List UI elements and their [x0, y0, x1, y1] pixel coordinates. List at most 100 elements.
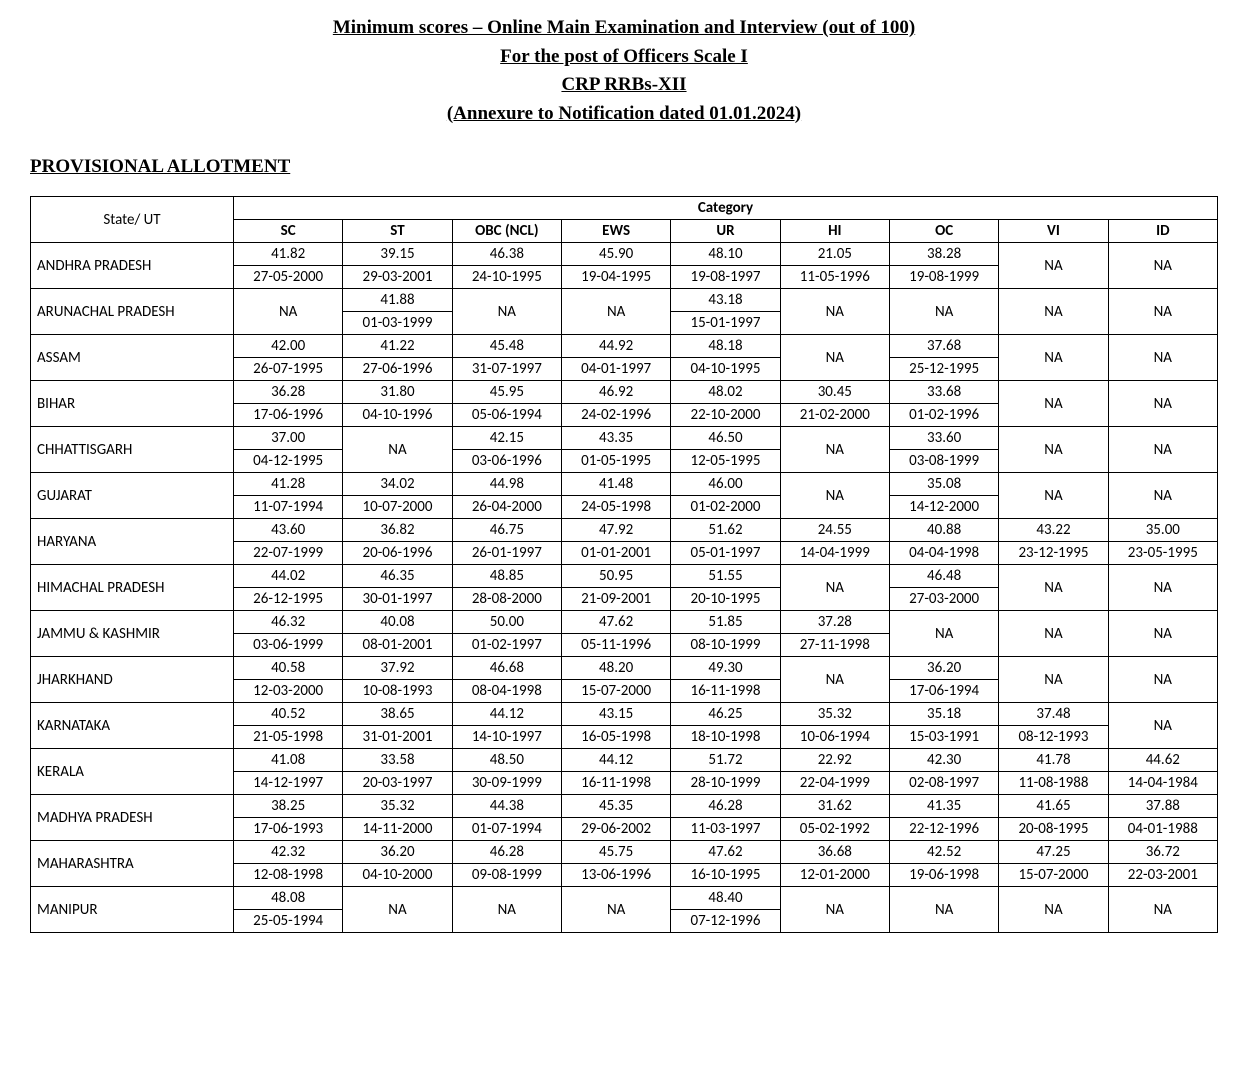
score-cell: 37.28 [780, 611, 889, 634]
score-cell: 47.25 [999, 841, 1108, 864]
score-cell: 51.72 [671, 749, 780, 772]
date-cell: 29-03-2001 [343, 266, 452, 289]
date-cell: 04-04-1998 [889, 542, 998, 565]
state-cell: CHHATTISGARH [31, 427, 234, 473]
date-cell: 14-04-1984 [1108, 772, 1217, 795]
date-cell: 20-10-1995 [671, 588, 780, 611]
score-cell: 35.08 [889, 473, 998, 496]
score-cell: 46.25 [671, 703, 780, 726]
na-cell: NA [999, 335, 1108, 381]
date-cell: 04-10-1995 [671, 358, 780, 381]
na-cell: NA [999, 611, 1108, 657]
date-cell: 20-03-1997 [343, 772, 452, 795]
score-cell: 44.12 [452, 703, 561, 726]
date-cell: 02-08-1997 [889, 772, 998, 795]
na-cell: NA [780, 565, 889, 611]
na-cell: NA [999, 565, 1108, 611]
na-cell: NA [1108, 611, 1217, 657]
score-cell: 46.50 [671, 427, 780, 450]
na-cell: NA [780, 335, 889, 381]
score-cell: 43.22 [999, 519, 1108, 542]
score-cell: 46.92 [561, 381, 670, 404]
score-cell: 44.12 [561, 749, 670, 772]
group-header: Category [234, 197, 1218, 220]
na-cell: NA [234, 289, 343, 335]
score-cell: 37.88 [1108, 795, 1217, 818]
score-cell: 41.65 [999, 795, 1108, 818]
score-cell: 40.08 [343, 611, 452, 634]
section-heading: PROVISIONAL ALLOTMENT [30, 156, 1218, 178]
date-cell: 22-03-2001 [1108, 864, 1217, 887]
date-cell: 10-06-1994 [780, 726, 889, 749]
score-cell: 46.38 [452, 243, 561, 266]
score-cell: 44.98 [452, 473, 561, 496]
na-cell: NA [780, 427, 889, 473]
date-cell: 03-08-1999 [889, 450, 998, 473]
na-cell: NA [1108, 565, 1217, 611]
score-cell: 35.32 [343, 795, 452, 818]
na-cell: NA [999, 381, 1108, 427]
score-cell: 46.00 [671, 473, 780, 496]
date-cell: 19-08-1999 [889, 266, 998, 289]
date-cell: 27-05-2000 [234, 266, 343, 289]
score-cell: 36.68 [780, 841, 889, 864]
table-row: GUJARAT41.2834.0244.9841.4846.00NA35.08N… [31, 473, 1218, 496]
score-cell: 38.65 [343, 703, 452, 726]
date-cell: 01-01-2001 [561, 542, 670, 565]
date-cell: 26-12-1995 [234, 588, 343, 611]
table-row: MAHARASHTRA42.3236.2046.2845.7547.6236.6… [31, 841, 1218, 864]
date-cell: 16-10-1995 [671, 864, 780, 887]
table-row: HARYANA43.6036.8246.7547.9251.6224.5540.… [31, 519, 1218, 542]
score-cell: 41.82 [234, 243, 343, 266]
date-cell: 27-06-1996 [343, 358, 452, 381]
na-cell: NA [1108, 657, 1217, 703]
na-cell: NA [889, 289, 998, 335]
score-cell: 51.85 [671, 611, 780, 634]
date-cell: 26-07-1995 [234, 358, 343, 381]
score-cell: 21.05 [780, 243, 889, 266]
date-cell: 22-04-1999 [780, 772, 889, 795]
date-cell: 10-08-1993 [343, 680, 452, 703]
date-cell: 05-02-1992 [780, 818, 889, 841]
date-cell: 04-10-2000 [343, 864, 452, 887]
state-cell: MANIPUR [31, 887, 234, 933]
date-cell: 11-08-1988 [999, 772, 1108, 795]
na-cell: NA [999, 657, 1108, 703]
na-cell: NA [561, 887, 670, 933]
score-cell: 36.20 [343, 841, 452, 864]
score-cell: 48.85 [452, 565, 561, 588]
date-cell: 21-09-2001 [561, 588, 670, 611]
date-cell: 19-08-1997 [671, 266, 780, 289]
date-cell: 30-09-1999 [452, 772, 561, 795]
na-cell: NA [889, 887, 998, 933]
na-cell: NA [999, 427, 1108, 473]
na-cell: NA [780, 657, 889, 703]
date-cell: 19-04-1995 [561, 266, 670, 289]
na-cell: NA [999, 473, 1108, 519]
state-cell: JHARKHAND [31, 657, 234, 703]
date-cell: 21-05-1998 [234, 726, 343, 749]
score-cell: 46.48 [889, 565, 998, 588]
date-cell: 05-06-1994 [452, 404, 561, 427]
score-cell: 22.92 [780, 749, 889, 772]
date-cell: 01-02-2000 [671, 496, 780, 519]
date-cell: 04-01-1997 [561, 358, 670, 381]
date-cell: 08-01-2001 [343, 634, 452, 657]
date-cell: 24-10-1995 [452, 266, 561, 289]
state-cell: HIMACHAL PRADESH [31, 565, 234, 611]
score-cell: 36.72 [1108, 841, 1217, 864]
state-cell: HARYANA [31, 519, 234, 565]
date-cell: 16-11-1998 [561, 772, 670, 795]
date-cell: 04-01-1988 [1108, 818, 1217, 841]
state-cell: ARUNACHAL PRADESH [31, 289, 234, 335]
score-cell: 44.02 [234, 565, 343, 588]
date-cell: 08-10-1999 [671, 634, 780, 657]
date-cell: 01-05-1995 [561, 450, 670, 473]
date-cell: 11-03-1997 [671, 818, 780, 841]
date-cell: 03-06-1999 [234, 634, 343, 657]
score-cell: 44.38 [452, 795, 561, 818]
score-cell: 42.32 [234, 841, 343, 864]
na-cell: NA [343, 887, 452, 933]
date-cell: 13-06-1996 [561, 864, 670, 887]
score-cell: 40.58 [234, 657, 343, 680]
